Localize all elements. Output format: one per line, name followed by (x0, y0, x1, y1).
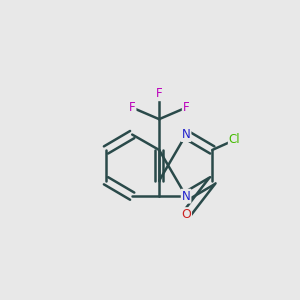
Text: F: F (129, 101, 136, 114)
Text: Cl: Cl (229, 134, 240, 146)
Text: F: F (156, 87, 163, 100)
Text: F: F (183, 101, 189, 114)
Text: N: N (182, 128, 190, 141)
Text: O: O (181, 208, 191, 221)
Text: N: N (182, 190, 190, 203)
